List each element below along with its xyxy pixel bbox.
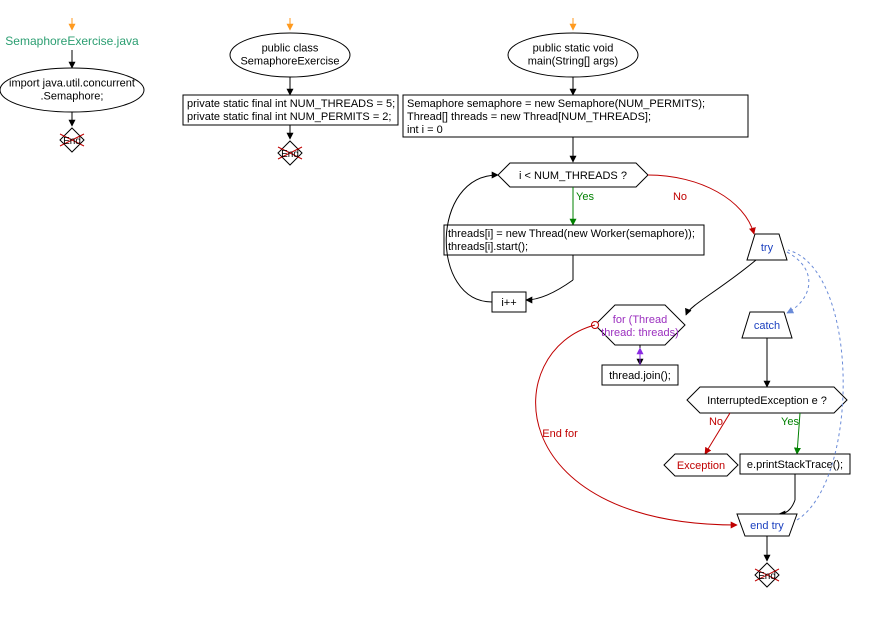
svg-text:import java.util.concurrent: import java.util.concurrent — [9, 78, 135, 90]
svg-text:catch: catch — [754, 320, 780, 332]
svg-text:threads[i] = new Thread(new Wo: threads[i] = new Thread(new Worker(semap… — [448, 228, 695, 240]
svg-text:No: No — [673, 191, 687, 203]
svg-text:threads[i].start();: threads[i].start(); — [448, 241, 528, 253]
svg-text:End: End — [758, 571, 776, 582]
svg-text:main(String[] args): main(String[] args) — [528, 56, 618, 68]
svg-text:private static final int NUM_T: private static final int NUM_THREADS = 5… — [187, 98, 395, 110]
svg-text:End: End — [281, 149, 299, 160]
svg-text:Exception: Exception — [677, 460, 725, 472]
svg-text:Thread[] threads = new Thread[: Thread[] threads = new Thread[NUM_THREAD… — [407, 111, 651, 123]
svg-text:.Semaphore;: .Semaphore; — [41, 91, 104, 103]
svg-text:i < NUM_THREADS ?: i < NUM_THREADS ? — [519, 170, 627, 182]
svg-text:InterruptedException e ?: InterruptedException e ? — [707, 395, 827, 407]
svg-text:Semaphore semaphore = new Sema: Semaphore semaphore = new Semaphore(NUM_… — [407, 98, 705, 110]
svg-text:try: try — [761, 242, 774, 254]
svg-text:private static final int NUM_P: private static final int NUM_PERMITS = 2… — [187, 111, 391, 123]
svg-text:End for: End for — [542, 428, 578, 440]
svg-text:Yes: Yes — [576, 191, 594, 203]
svg-text:public static void: public static void — [533, 43, 614, 55]
svg-text:thread: threads): thread: threads) — [601, 327, 679, 339]
svg-text:No: No — [709, 416, 723, 428]
svg-text:i++: i++ — [501, 297, 516, 309]
svg-text:public class: public class — [262, 43, 319, 55]
svg-text:for (Thread: for (Thread — [613, 314, 667, 326]
svg-text:Yes: Yes — [781, 416, 799, 428]
svg-text:e.printStackTrace();: e.printStackTrace(); — [747, 459, 843, 471]
svg-text:end try: end try — [750, 520, 784, 532]
svg-text:SemaphoreExercise: SemaphoreExercise — [240, 56, 339, 68]
svg-text:thread.join();: thread.join(); — [609, 370, 671, 382]
svg-text:SemaphoreExercise.java: SemaphoreExercise.java — [5, 34, 139, 48]
svg-text:int i = 0: int i = 0 — [407, 124, 443, 136]
svg-text:End: End — [63, 136, 81, 147]
